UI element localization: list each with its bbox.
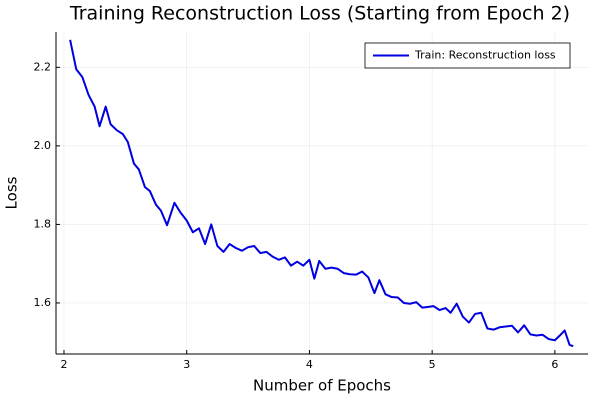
y-tick-label: 2.0 [34, 139, 52, 152]
x-tick-label: 4 [306, 358, 313, 371]
x-tick-label: 2 [60, 358, 67, 371]
chart-title: Training Reconstruction Loss (Starting f… [69, 3, 570, 25]
y-axis-label: Loss [3, 176, 21, 209]
x-tick-label: 6 [551, 358, 558, 371]
x-tick-label: 5 [429, 358, 436, 371]
y-tick-label: 1.6 [34, 296, 52, 309]
y-tick-label: 1.8 [34, 217, 52, 230]
y-tick-label: 2.2 [34, 60, 52, 73]
data-line [69, 39, 574, 348]
x-axis-label: Number of Epochs [253, 377, 391, 395]
x-tick-label: 3 [183, 358, 190, 371]
legend-label: Train: Reconstruction loss [414, 49, 556, 62]
